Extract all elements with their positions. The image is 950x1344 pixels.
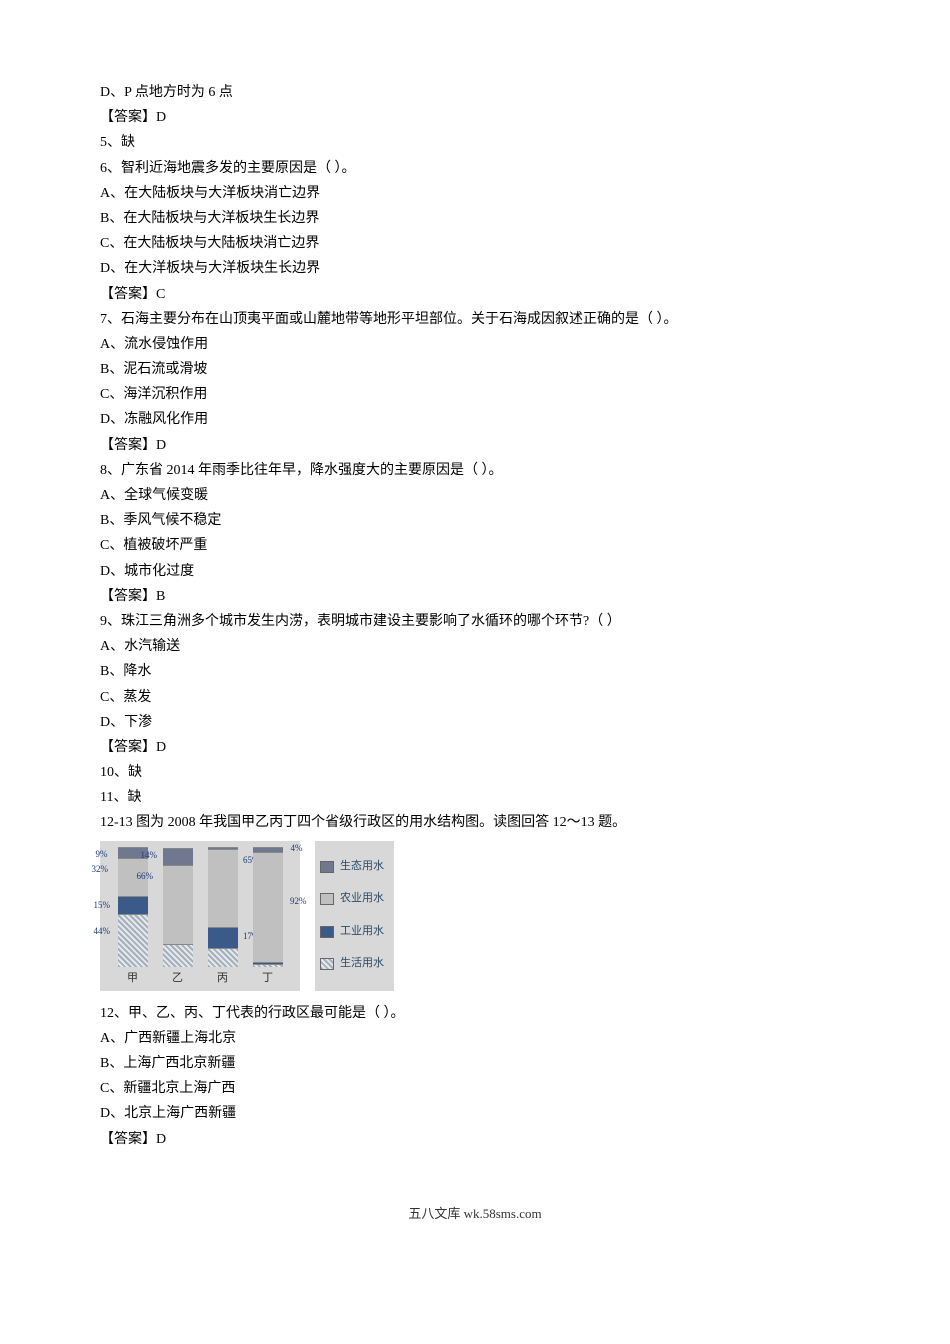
- question-8: 8、广东省 2014 年雨季比往年早，降水强度大的主要原因是（ ）。: [100, 458, 850, 483]
- legend-ind: 工业用水: [320, 922, 384, 942]
- page-footer: 五八文库 wk.58sms.com: [100, 1202, 850, 1225]
- question-6-option-a: A、在大陆板块与大洋板块消亡边界: [100, 181, 850, 206]
- legend-label-life: 生活用水: [340, 954, 384, 974]
- bar-segment: 4%: [253, 847, 283, 852]
- bar-value-label: 4%: [291, 840, 303, 856]
- question-9-option-b: B、降水: [100, 659, 850, 684]
- legend-box-ind: [320, 926, 334, 938]
- bar-value-label: 15%: [94, 897, 111, 913]
- question-10: 10、缺: [100, 760, 850, 785]
- bar-value-label: 32%: [92, 861, 109, 877]
- legend-life: 生活用水: [320, 954, 384, 974]
- bar-value-label: 14%: [141, 847, 158, 863]
- question-6-option-d: D、在大洋板块与大洋板块生长边界: [100, 256, 850, 281]
- question-12-option-a: A、广西新疆上海北京: [100, 1026, 850, 1051]
- question-11: 11、缺: [100, 785, 850, 810]
- question-8-option-d: D、城市化过度: [100, 559, 850, 584]
- question-6-option-b: B、在大陆板块与大洋板块生长边界: [100, 206, 850, 231]
- question-4-answer: 【答案】D: [100, 105, 850, 130]
- question-6-answer: 【答案】C: [100, 282, 850, 307]
- question-7: 7、石海主要分布在山顶夷平面或山麓地带等地形平坦部位。关于石海成因叙述正确的是（…: [100, 307, 850, 332]
- legend-eco: 生态用水: [320, 857, 384, 877]
- bar-segment: 65%: [208, 849, 238, 927]
- legend-label-agri: 农业用水: [340, 889, 384, 909]
- question-8-answer: 【答案】B: [100, 584, 850, 609]
- bar-segment: 16%: [208, 948, 238, 967]
- question-6-option-c: C、在大陆板块与大陆板块消亡边界: [100, 231, 850, 256]
- bar-segment: 92%: [253, 852, 283, 962]
- bar-column-乙: 19%66%14% 乙: [163, 847, 193, 989]
- question-9-answer: 【答案】D: [100, 735, 850, 760]
- bar-column-丙: 16%17%65% 丙: [208, 847, 238, 989]
- bar-category-label: 甲: [127, 969, 138, 989]
- bar-segment: [208, 847, 238, 849]
- question-7-option-d: D、冻融风化作用: [100, 407, 850, 432]
- legend-label-ind: 工业用水: [340, 922, 384, 942]
- question-7-option-c: C、海洋沉积作用: [100, 382, 850, 407]
- bar-value-label: 9%: [96, 846, 108, 862]
- chart-legend: 生态用水 农业用水 工业用水 生活用水: [315, 841, 394, 991]
- water-usage-chart: 44%15%32%9%甲19%66%14%乙16%17%65%丙92%4%丁 生…: [100, 841, 850, 991]
- question-12-option-c: C、新疆北京上海广西: [100, 1076, 850, 1101]
- question-12-answer: 【答案】D: [100, 1127, 850, 1152]
- legend-box-life: [320, 958, 334, 970]
- question-7-option-b: B、泥石流或滑坡: [100, 357, 850, 382]
- bar-segment: [253, 962, 283, 964]
- bar-segment: 19%: [163, 944, 193, 967]
- bar-category-label: 丁: [262, 969, 273, 989]
- bar-column-丁: 92%4% 丁: [253, 847, 283, 989]
- question-7-option-a: A、流水侵蚀作用: [100, 332, 850, 357]
- legend-box-eco: [320, 861, 334, 873]
- bar-segment: [253, 964, 283, 966]
- bar-category-label: 丙: [217, 969, 228, 989]
- bar-segment: 44%: [118, 914, 148, 967]
- bar-value-label: 92%: [290, 893, 307, 909]
- question-8-option-c: C、植被破坏严重: [100, 533, 850, 558]
- question-7-answer: 【答案】D: [100, 433, 850, 458]
- stacked-bar-chart: 44%15%32%9%甲19%66%14%乙16%17%65%丙92%4%丁: [100, 841, 300, 991]
- question-9: 9、珠江三角洲多个城市发生内涝，表明城市建设主要影响了水循环的哪个环节?（ ）: [100, 609, 850, 634]
- question-9-option-c: C、蒸发: [100, 685, 850, 710]
- bar-value-label: 44%: [94, 923, 111, 939]
- legend-agri: 农业用水: [320, 889, 384, 909]
- question-8-option-a: A、全球气候变暖: [100, 483, 850, 508]
- bar-category-label: 乙: [172, 969, 183, 989]
- bar-segment: 66%: [163, 865, 193, 944]
- question-9-option-d: D、下渗: [100, 710, 850, 735]
- legend-label-eco: 生态用水: [340, 857, 384, 877]
- question-12-13-intro: 12-13 图为 2008 年我国甲乙丙丁四个省级行政区的用水结构图。读图回答 …: [100, 810, 850, 835]
- legend-box-agri: [320, 893, 334, 905]
- question-12-option-b: B、上海广西北京新疆: [100, 1051, 850, 1076]
- bar-segment: 14%: [163, 848, 193, 865]
- question-5: 5、缺: [100, 130, 850, 155]
- footer-text: 五八文库 wk.58sms.com: [408, 1206, 541, 1221]
- question-12-option-d: D、北京上海广西新疆: [100, 1101, 850, 1126]
- question-6: 6、智利近海地震多发的主要原因是（ ）。: [100, 156, 850, 181]
- bar-segment: 15%: [118, 896, 148, 914]
- question-9-option-a: A、水汽输送: [100, 634, 850, 659]
- bar-value-label: 66%: [137, 868, 154, 884]
- question-12: 12、甲、乙、丙、丁代表的行政区最可能是（ ）。: [100, 1001, 850, 1026]
- bar-segment: 17%: [208, 927, 238, 947]
- question-4-option-d: D、P 点地方时为 6 点: [100, 80, 850, 105]
- question-8-option-b: B、季风气候不稳定: [100, 508, 850, 533]
